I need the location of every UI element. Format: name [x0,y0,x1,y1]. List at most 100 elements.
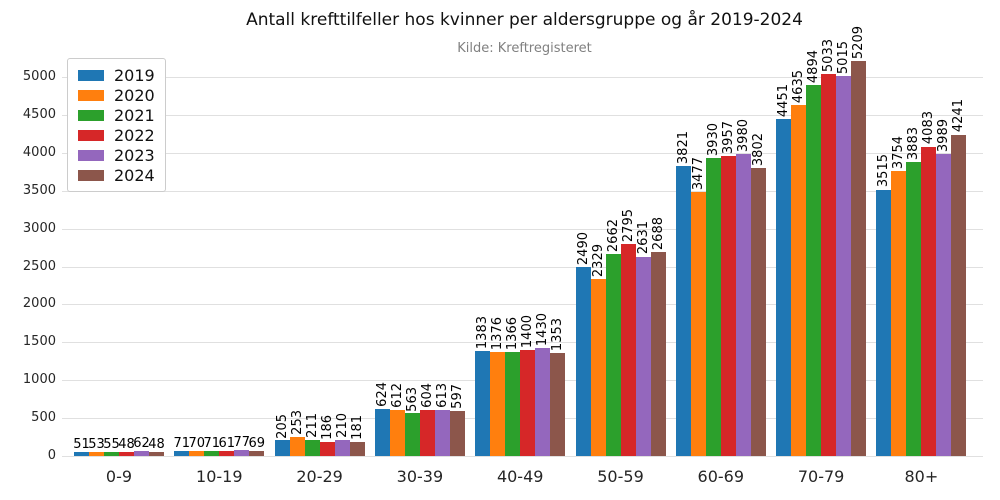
bar [520,349,536,456]
bar [705,158,721,456]
bar-value-label: 3821 [675,131,691,165]
x-tick-label: 60-69 [697,467,745,486]
bar-value-label: 69 [248,435,266,451]
bar-value-label: 597 [449,383,465,409]
bar-value-label: 3883 [906,126,922,160]
legend-item: 2022 [78,125,155,145]
bar [234,450,250,456]
legend-item: 2024 [78,165,155,185]
bar [921,146,937,456]
bar-value-label: 3980 [735,119,751,153]
legend-item-label: 2022 [114,125,155,145]
bar [891,171,907,456]
legend-item: 2023 [78,145,155,165]
bar [605,254,621,456]
x-tick-label: 80+ [904,467,939,486]
bar-value-label: 48 [148,437,165,453]
bar-value-label: 62 [133,436,150,452]
gridline [62,152,983,154]
bar-value-label: 3957 [720,120,736,155]
bar [389,409,405,456]
legend-swatch [78,109,104,121]
bar [404,413,420,456]
bar-value-label: 4894 [806,49,822,84]
bar-value-label: 1366 [505,317,521,351]
bar [204,450,220,456]
bar-value-label: 3477 [690,157,706,191]
legend-item-label: 2023 [114,145,155,165]
bar [535,347,551,456]
bar-value-label: 4083 [921,111,937,145]
bar-value-label: 2490 [575,232,591,266]
y-tick-label: 2500 [22,258,56,274]
bar-value-label: 181 [349,415,365,441]
bar-value-label: 3989 [936,118,952,152]
y-tick-label: 3500 [22,182,56,198]
bar [419,410,435,456]
x-tick-label: 20-29 [296,467,343,486]
bar [575,267,591,456]
bar-value-label: 3930 [705,123,721,157]
bar [334,440,350,456]
legend-item: 2019 [78,65,155,85]
bar [490,351,506,456]
bar-value-label: 71 [173,435,191,451]
bar [149,452,164,456]
bar-value-label: 2662 [605,219,621,253]
bar-value-label: 3515 [876,154,892,188]
legend-item-label: 2019 [114,65,155,85]
y-tick-label: 0 [47,448,56,463]
x-tick-label: 70-79 [797,467,845,486]
bar [475,351,491,456]
gridline [62,190,983,192]
bar [319,441,335,456]
bar [174,450,190,456]
y-tick-label: 5000 [22,69,56,84]
bar-value-label: 61 [218,436,236,452]
bar [851,61,867,456]
y-tick-label: 2000 [22,296,56,312]
chart-title: Antall krefttilfeller hos kvinner per al… [246,10,803,30]
bar-value-label: 211 [304,413,320,439]
bar [936,153,952,456]
y-tick-label: 4000 [22,144,56,160]
bar [104,451,119,456]
bar [876,189,892,456]
chart-subtitle: Kilde: Kreftregisteret [457,41,592,56]
bar [690,192,706,456]
bar-value-label: 3802 [750,132,766,166]
bar [675,166,691,456]
bar [836,75,852,456]
bar-value-label: 5033 [821,39,837,73]
bar [349,442,365,456]
bar-value-label: 186 [319,415,335,440]
bar [735,154,751,456]
bar-value-label: 48 [118,437,135,453]
bar [550,353,566,456]
legend-item-label: 2024 [114,165,155,185]
bar [304,440,320,456]
bar-value-label: 210 [334,413,350,439]
bar [449,410,465,456]
bar-value-label: 51 [73,437,90,453]
legend-item: 2021 [78,105,155,125]
bar-value-label: 563 [404,386,420,412]
bar-value-label: 2631 [635,221,651,255]
x-tick-label: 10-19 [196,467,243,486]
bar [274,440,290,456]
bar [650,252,666,456]
bar-value-label: 53 [88,436,105,452]
bar [374,408,390,456]
bar-value-label: 55 [103,436,120,452]
bar-value-label: 4451 [776,83,792,117]
bar [505,352,521,456]
bar-value-label: 2688 [650,217,666,251]
x-tick-label: 50-59 [597,467,644,486]
bar [74,452,89,456]
bar-value-label: 5209 [851,26,867,60]
bar-value-label: 1353 [550,318,566,352]
bar-value-label: 3754 [891,136,907,170]
bar-value-label: 70 [188,435,206,451]
